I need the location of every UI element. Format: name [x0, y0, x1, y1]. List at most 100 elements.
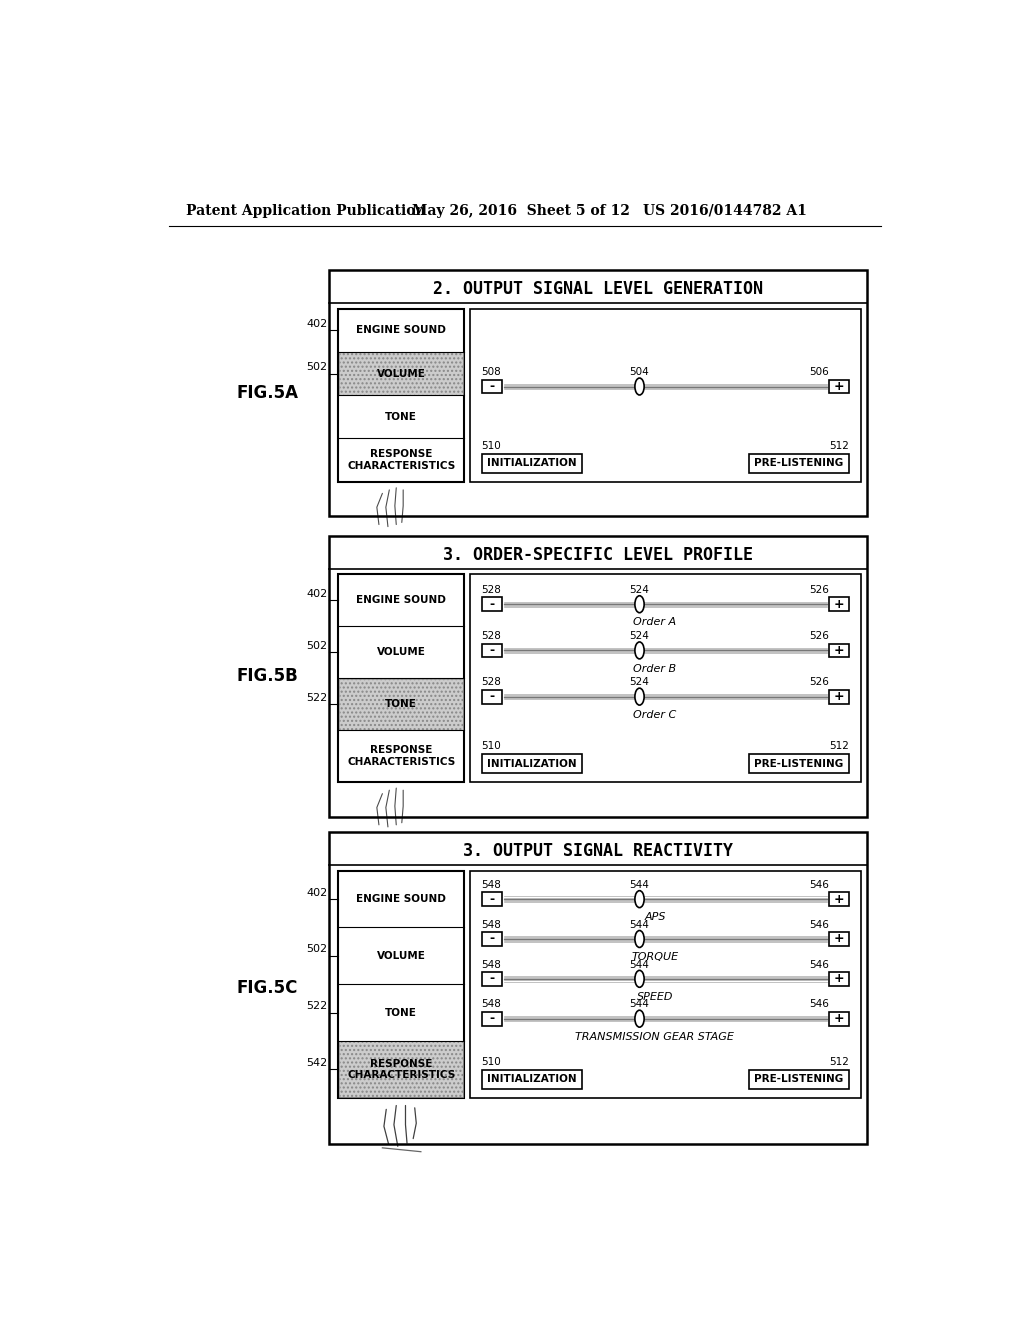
Text: US 2016/0144782 A1: US 2016/0144782 A1 — [643, 203, 807, 218]
Text: TRANSMISSION GEAR STAGE: TRANSMISSION GEAR STAGE — [575, 1032, 734, 1041]
Ellipse shape — [635, 931, 644, 948]
Text: -: - — [489, 380, 495, 393]
Text: -: - — [489, 892, 495, 906]
Bar — [339, 574, 464, 781]
Text: 548: 548 — [481, 999, 502, 1010]
Text: 548: 548 — [481, 920, 502, 929]
Bar — [339, 871, 464, 1098]
Text: VOLUME: VOLUME — [377, 368, 426, 379]
Ellipse shape — [635, 891, 644, 908]
Bar — [481, 972, 502, 986]
Text: 402: 402 — [306, 887, 328, 898]
Bar — [481, 1071, 582, 1089]
Text: 548: 548 — [481, 960, 502, 970]
Text: 546: 546 — [809, 999, 829, 1010]
Text: 502: 502 — [306, 362, 328, 372]
Bar — [481, 1011, 502, 1026]
Bar — [330, 536, 866, 817]
Bar — [481, 597, 502, 611]
Bar — [470, 871, 860, 1098]
Bar — [829, 972, 849, 986]
Text: APS: APS — [644, 912, 666, 923]
Text: INITIALIZATION: INITIALIZATION — [487, 458, 577, 469]
Bar — [481, 644, 502, 657]
Bar — [470, 309, 860, 482]
Text: 526: 526 — [809, 677, 829, 688]
Text: 524: 524 — [630, 677, 649, 688]
Text: FIG.5A: FIG.5A — [237, 384, 299, 403]
Text: 548: 548 — [481, 880, 502, 890]
Text: +: + — [834, 380, 844, 393]
Text: 528: 528 — [481, 631, 502, 642]
Text: 510: 510 — [481, 1057, 502, 1067]
Text: ENGINE SOUND: ENGINE SOUND — [356, 325, 446, 335]
Bar — [481, 755, 582, 774]
Bar — [829, 597, 849, 611]
Text: TORQUE: TORQUE — [632, 952, 679, 962]
Bar — [749, 1071, 849, 1089]
Text: +: + — [834, 1012, 844, 1026]
Text: ENGINE SOUND: ENGINE SOUND — [356, 595, 446, 605]
Text: SPEED: SPEED — [637, 991, 673, 1002]
Bar — [339, 352, 463, 395]
Bar — [481, 454, 582, 473]
Bar — [339, 678, 463, 730]
Text: +: + — [834, 932, 844, 945]
Bar — [749, 755, 849, 774]
Ellipse shape — [635, 642, 644, 659]
Text: 510: 510 — [481, 441, 502, 451]
Text: TONE: TONE — [385, 412, 417, 422]
Text: 502: 502 — [306, 640, 328, 651]
Text: 524: 524 — [630, 585, 649, 595]
Bar — [330, 832, 866, 1144]
Text: Order A: Order A — [634, 618, 677, 627]
Text: +: + — [834, 973, 844, 985]
Bar — [829, 892, 849, 906]
Text: 526: 526 — [809, 585, 829, 595]
Ellipse shape — [635, 595, 644, 612]
Bar — [330, 271, 866, 516]
Text: 508: 508 — [481, 367, 502, 378]
Bar — [829, 380, 849, 393]
Text: 526: 526 — [809, 631, 829, 642]
Text: 528: 528 — [481, 585, 502, 595]
Text: FIG.5C: FIG.5C — [237, 979, 298, 997]
Text: 542: 542 — [306, 1057, 328, 1068]
Text: 544: 544 — [630, 999, 649, 1010]
Text: 2. OUTPUT SIGNAL LEVEL GENERATION: 2. OUTPUT SIGNAL LEVEL GENERATION — [433, 280, 763, 298]
Text: Order C: Order C — [633, 710, 677, 719]
Bar — [829, 932, 849, 946]
Text: VOLUME: VOLUME — [377, 647, 426, 657]
Text: +: + — [834, 690, 844, 704]
Text: VOLUME: VOLUME — [377, 950, 426, 961]
Text: 546: 546 — [809, 960, 829, 970]
Text: +: + — [834, 598, 844, 611]
Text: +: + — [834, 644, 844, 657]
Text: PRE-LISTENING: PRE-LISTENING — [755, 759, 844, 768]
Text: TONE: TONE — [385, 700, 417, 709]
Text: INITIALIZATION: INITIALIZATION — [487, 1074, 577, 1084]
Text: RESPONSE
CHARACTERISTICS: RESPONSE CHARACTERISTICS — [347, 746, 456, 767]
Text: PRE-LISTENING: PRE-LISTENING — [755, 1074, 844, 1084]
Text: 546: 546 — [809, 920, 829, 929]
Bar — [481, 689, 502, 704]
Bar — [470, 574, 860, 781]
Text: Order B: Order B — [634, 664, 677, 673]
Text: 512: 512 — [829, 742, 849, 751]
Text: 510: 510 — [481, 742, 502, 751]
Text: 528: 528 — [481, 677, 502, 688]
Text: +: + — [834, 892, 844, 906]
Bar — [829, 1011, 849, 1026]
Text: 506: 506 — [809, 367, 829, 378]
Text: 522: 522 — [306, 693, 328, 702]
Text: RESPONSE
CHARACTERISTICS: RESPONSE CHARACTERISTICS — [347, 449, 456, 471]
Text: 544: 544 — [630, 880, 649, 890]
Bar — [829, 689, 849, 704]
Ellipse shape — [635, 970, 644, 987]
Text: TONE: TONE — [385, 1007, 417, 1018]
Text: RESPONSE
CHARACTERISTICS: RESPONSE CHARACTERISTICS — [347, 1059, 456, 1080]
Bar — [339, 309, 464, 482]
Text: 546: 546 — [809, 880, 829, 890]
Text: FIG.5B: FIG.5B — [237, 667, 298, 685]
Bar — [339, 1041, 463, 1097]
